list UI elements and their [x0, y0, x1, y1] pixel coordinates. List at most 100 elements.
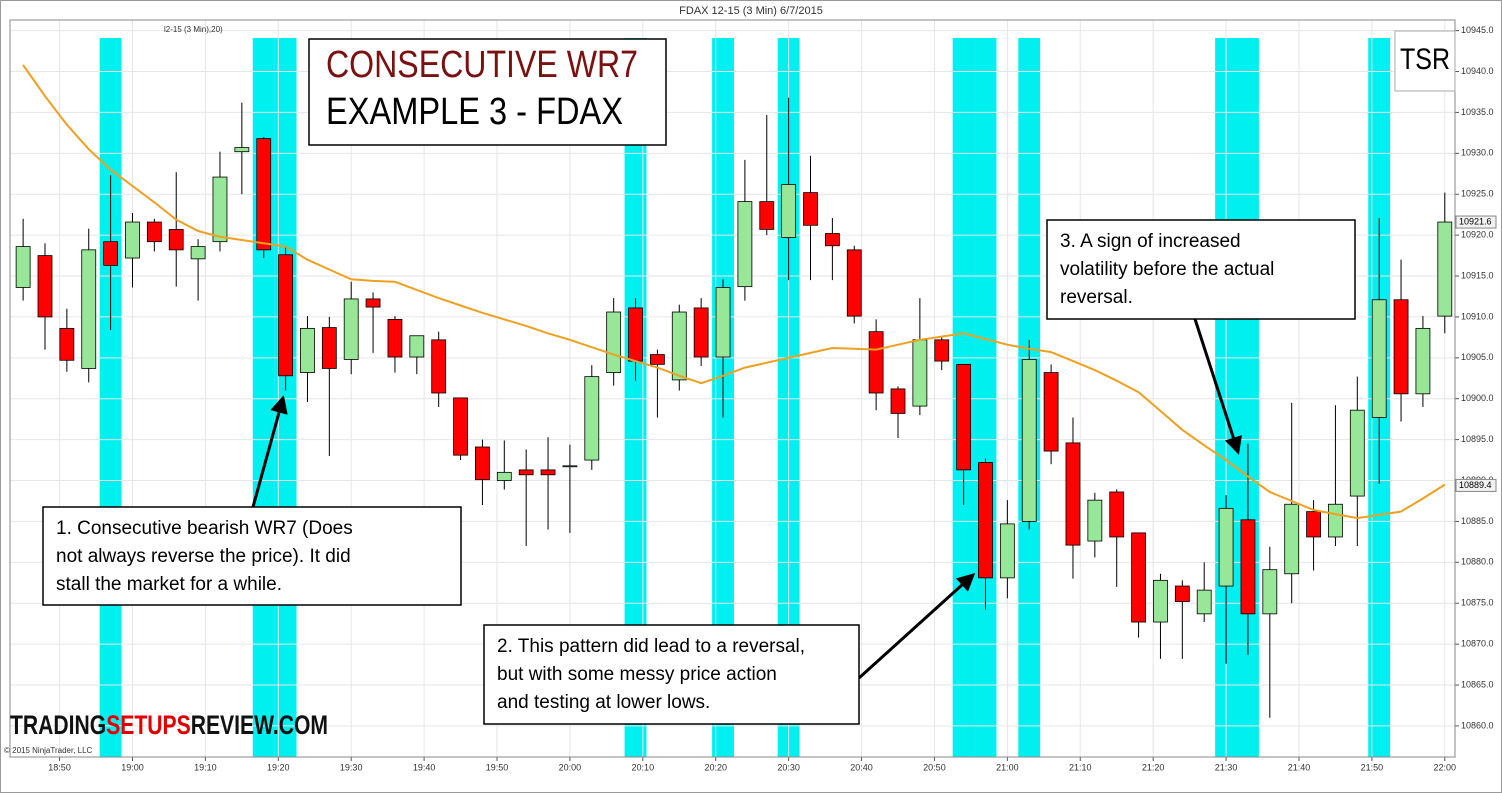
candle-body [321, 327, 337, 369]
y-tick-label: 10930.0 [1461, 148, 1494, 158]
y-tick-label: 10885.0 [1461, 516, 1494, 526]
candle-body [978, 462, 993, 579]
x-tick-label: 20:20 [704, 762, 727, 772]
candle-body [1262, 569, 1278, 615]
x-tick-label: 19:00 [121, 762, 144, 772]
candle-body [168, 229, 184, 251]
candle-body [956, 363, 972, 471]
x-tick-label: 22:00 [1434, 762, 1457, 772]
price-marker [1455, 215, 1497, 229]
candle-body [365, 298, 381, 308]
candle-body [212, 176, 228, 243]
annotation-text: reversal. [1060, 287, 1133, 308]
candle-body [759, 201, 775, 230]
candle-body [934, 339, 950, 362]
watermark-part: TRADING [10, 710, 106, 740]
y-tick-label: 10920.0 [1461, 230, 1494, 240]
signal-band [99, 38, 122, 757]
headline: CONSECUTIVE WR7 [326, 44, 638, 86]
x-tick-label: 19:30 [340, 762, 363, 772]
x-tick-label: 21:20 [1142, 762, 1165, 772]
annotation-box [42, 506, 462, 606]
x-tick-label: 19:50 [486, 762, 509, 772]
candle-body [146, 221, 162, 243]
candle-body [540, 469, 556, 476]
candle-body [1437, 221, 1453, 317]
y-tick-label: 10870.0 [1461, 638, 1494, 648]
annotation-text: volatility before the actual [1060, 259, 1274, 280]
y-tick-label: 10945.0 [1461, 25, 1494, 35]
y-tick-label: 10905.0 [1461, 352, 1494, 362]
y-tick-label: 10940.0 [1461, 66, 1494, 76]
candle-body [650, 354, 665, 365]
indicator-label: l2-15 (3 Min),20) [164, 25, 223, 34]
watermark-part: REVIEW.COM [191, 710, 328, 740]
candle-body [453, 397, 468, 456]
annotation-text: 2. This pattern did lead to a reversal, [497, 636, 805, 657]
y-tick-label: 10865.0 [1461, 679, 1494, 689]
candle-body [824, 233, 840, 247]
annotation-arrow [1193, 318, 1242, 455]
candle-body [278, 254, 293, 377]
watermark-part: SETUPS [106, 710, 191, 740]
candle-body [1328, 503, 1343, 538]
candle-body [628, 307, 643, 362]
x-tick-label: 21:50 [1361, 762, 1384, 772]
candle-body [81, 249, 97, 369]
x-tick-label: 20:00 [559, 762, 582, 772]
candle-body [518, 469, 534, 476]
candle-body [59, 327, 75, 361]
candle-body [234, 147, 250, 153]
candle-body [912, 339, 928, 407]
x-tick-label: 20:50 [923, 762, 946, 772]
x-tick-label: 21:40 [1288, 762, 1311, 772]
annotation-box [483, 624, 860, 725]
x-tick-label: 19:20 [267, 762, 290, 772]
y-tick-label: 10895.0 [1461, 434, 1494, 444]
y-tick-label: 10935.0 [1461, 107, 1494, 117]
headline: EXAMPLE 3 - FDAX [326, 91, 623, 133]
candle-body [256, 138, 272, 251]
candle-body [1087, 499, 1103, 542]
annotation-text: but with some messy price action [497, 664, 777, 685]
moving-average [22, 64, 1446, 520]
candle-body [671, 311, 687, 381]
y-tick-label: 10915.0 [1461, 270, 1494, 280]
candle-body [1306, 511, 1321, 538]
price-marker-label: 10889.4 [1459, 480, 1492, 490]
copyright: © 2015 NinjaTrader, LLC [4, 746, 93, 755]
candle-body [1021, 359, 1037, 522]
candle-body [125, 221, 140, 259]
x-tick-label: 20:40 [850, 762, 873, 772]
y-tick-label: 10925.0 [1461, 189, 1494, 199]
candle-body [1174, 585, 1190, 602]
candle-body [1349, 409, 1365, 497]
x-tick-label: 21:10 [1069, 762, 1092, 772]
candle-body [387, 318, 403, 358]
x-tick-label: 19:40 [413, 762, 436, 772]
annotation-arrow [857, 572, 976, 680]
candle-body [1153, 579, 1168, 623]
candle-body [409, 335, 425, 358]
candle-body [781, 184, 797, 238]
annotation-text: and testing at lower lows. [497, 692, 710, 713]
signal-band [624, 38, 647, 757]
price-marker [1455, 478, 1497, 492]
x-tick-label: 18:50 [48, 762, 71, 772]
annotation-box [1046, 219, 1356, 320]
annotation-text: not always reverse the price). It did [56, 546, 351, 567]
candle-body [999, 523, 1015, 579]
candle-body [431, 339, 447, 394]
headline-box [308, 38, 667, 146]
logo-box [1394, 30, 1456, 92]
x-tick-label: 20:10 [632, 762, 655, 772]
x-tick-label: 21:00 [996, 762, 1019, 772]
annotation-text: stall the market for a while. [56, 574, 282, 595]
y-tick-label: 10875.0 [1461, 598, 1494, 608]
candle-body [803, 192, 818, 226]
candle-body [868, 331, 884, 394]
candle-body [1393, 299, 1409, 395]
x-tick-label: 20:30 [777, 762, 800, 772]
annotation-arrow [251, 395, 288, 508]
